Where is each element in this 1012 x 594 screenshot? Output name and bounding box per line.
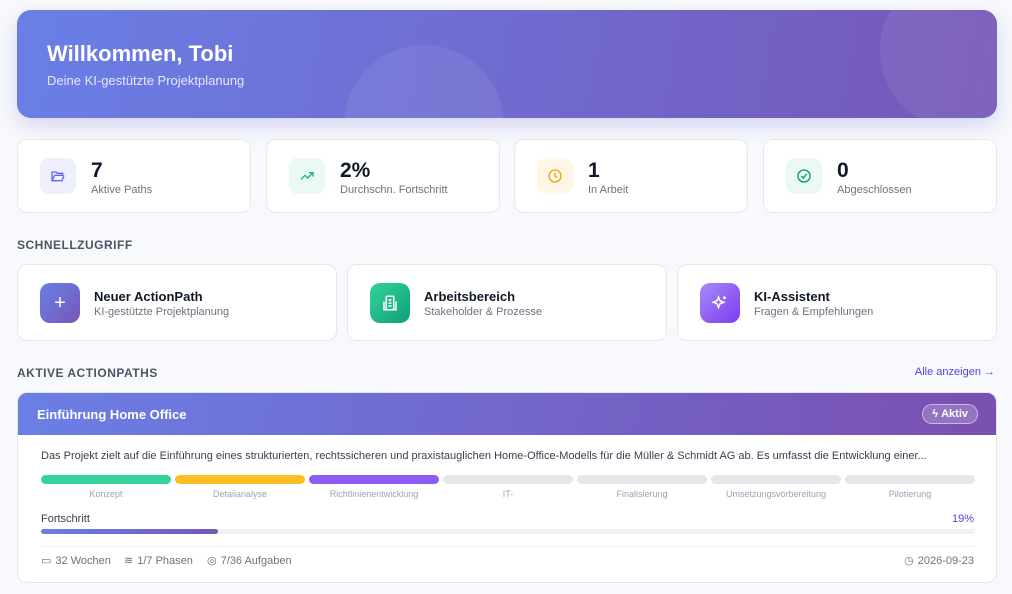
stat-value: 7 [91,159,103,182]
progress-value: 19% [951,513,974,525]
stat-active-paths: 7 Aktive Paths [17,139,251,213]
card-description: Das Projekt zielt auf die Einführung ein… [41,450,927,462]
quick-title: Arbeitsbereich [424,289,516,304]
phase-segment [577,475,707,484]
stat-label: Durchschn. Fortschritt [340,184,448,196]
building-icon [370,283,410,323]
progress-fill [41,529,219,534]
phase-segment [41,475,171,484]
trending-up-icon [289,158,325,194]
welcome-subtitle: Deine KI-gestützte Projektplanung [47,73,245,88]
progress-label: Fortschritt [41,513,90,525]
phase-item: Konzept [41,475,171,499]
layers-icon: ≋ [124,555,134,567]
phase-item: Richtlinienentwicklung [309,475,439,499]
folder-icon [40,158,76,194]
ai-assistant-button[interactable]: KI-Assistent Fragen & Empfehlungen [677,264,997,341]
sparkles-icon [700,283,740,323]
badge-label: Aktiv [941,408,968,420]
stat-value: 1 [588,159,600,182]
active-paths-heading: AKTIVE ACTIONPATHS [17,366,158,380]
progress-bar [41,529,975,534]
decor-circle [344,45,504,118]
show-all-link[interactable]: Alle anzeigen → [914,366,995,378]
phase-label: Pilotierung [888,489,932,499]
status-badge: ϟ Aktiv [922,404,978,424]
phase-item: Umsetzungsvorbereitung [711,475,841,499]
quick-title: KI-Assistent [754,289,830,304]
check-circle-icon [786,158,822,194]
phase-segment [711,475,841,484]
quick-subtitle: Fragen & Empfehlungen [754,306,874,318]
tasks-text: 7/36 Aufgaben [220,554,292,567]
stat-label: In Arbeit [588,184,629,196]
duration: ▭ 32 Wochen [41,554,111,568]
stat-completed: 0 Abgeschlossen [763,139,997,213]
check-circle-icon: ◎ [207,555,217,567]
tasks-count: ◎ 7/36 Aufgaben [207,554,292,568]
phase-label: Umsetzungsvorbereitung [725,489,827,499]
stat-label: Aktive Paths [91,184,153,196]
phases-count: ≋ 1/7 Phasen [124,554,193,568]
phases-text: 1/7 Phasen [137,554,193,567]
date-text: 2026-09-23 [917,554,974,567]
stat-progress: 2% Durchschn. Fortschritt [266,139,500,213]
phase-segment [443,475,573,484]
actionpath-card[interactable]: Einführung Home Office ϟ Aktiv Das Proje… [17,392,997,583]
stat-value: 2% [340,159,371,182]
phase-segment [845,475,975,484]
phase-item: Finalisierung [577,475,707,499]
quick-subtitle: Stakeholder & Prozesse [424,306,543,318]
due-date: ◷ 2026-09-23 [904,554,974,568]
phase-item: Pilotierung [845,475,975,499]
clock-icon: ◷ [904,555,914,567]
new-actionpath-button[interactable]: + Neuer ActionPath KI-gestützte Projektp… [17,264,337,341]
welcome-banner: Willkommen, Tobi Deine KI-gestützte Proj… [17,10,997,118]
phase-label: Detailanalyse [212,489,268,499]
quick-subtitle: KI-gestützte Projektplanung [94,306,230,318]
phase-label: IT- [502,489,514,499]
phase-label: Konzept [89,489,123,499]
phase-item: Detailanalyse [175,475,305,499]
clock-icon [537,158,573,194]
phase-item: IT- [443,475,573,499]
workspace-button[interactable]: Arbeitsbereich Stakeholder & Prozesse [347,264,667,341]
card-title: Einführung Home Office [37,407,187,422]
quick-title: Neuer ActionPath [94,289,203,304]
calendar-icon: ▭ [41,555,52,567]
decor-circle [880,10,997,118]
stat-label: Abgeschlossen [837,184,912,196]
card-header: Einführung Home Office ϟ Aktiv [18,393,996,435]
phase-label: Richtlinienentwicklung [329,489,419,499]
stat-value: 0 [837,159,849,182]
phase-segment [175,475,305,484]
stat-in-progress: 1 In Arbeit [514,139,748,213]
phase-bar: Konzept Detailanalyse Richtlinienentwicklu… [41,475,975,499]
phase-segment [309,475,439,484]
quick-access-heading: SCHNELLZUGRIFF [17,238,133,252]
bolt-icon: ϟ [932,408,942,420]
divider [41,546,975,547]
duration-text: 32 Wochen [55,554,111,567]
phase-label: Finalisierung [616,489,668,499]
welcome-title: Willkommen, Tobi [47,41,234,66]
plus-icon: + [40,283,80,323]
